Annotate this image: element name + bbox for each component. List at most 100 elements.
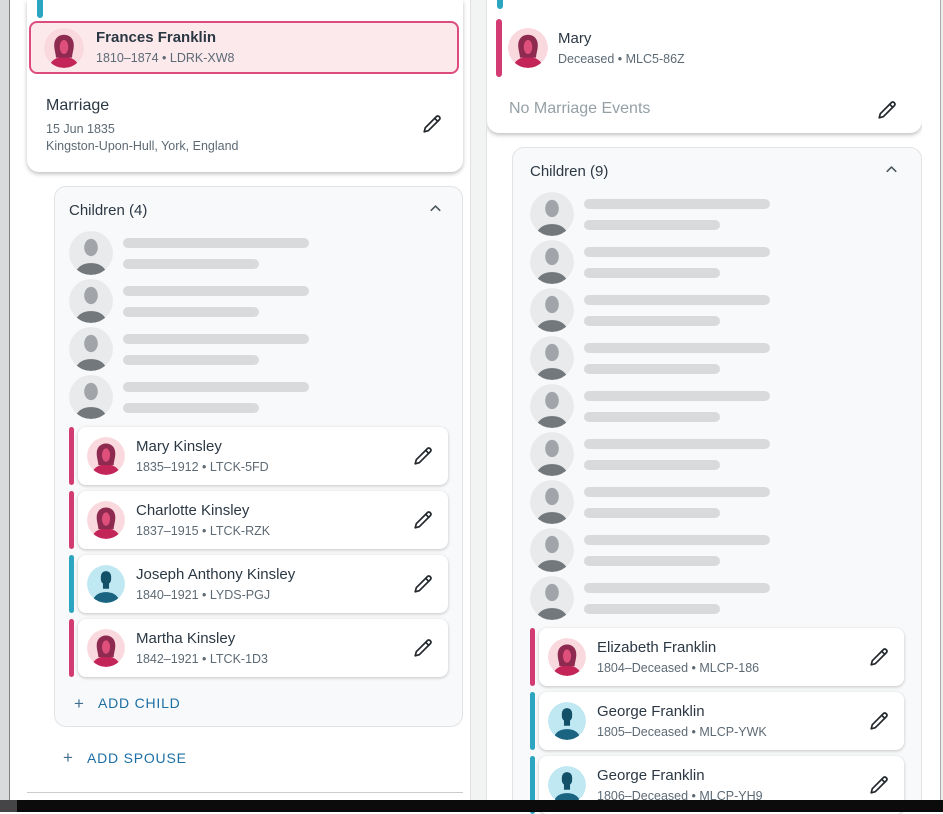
couple-panel-right: Mary Deceased • MLC5-86Z No Marriage Eve… xyxy=(487,0,923,814)
edit-person-button[interactable] xyxy=(408,633,438,663)
loading-bar xyxy=(123,333,309,344)
loading-bar xyxy=(584,294,770,305)
person-text: Mary Kinsley 1835–1912 • LTCK-5FD xyxy=(136,437,269,476)
loading-placeholder xyxy=(584,246,770,278)
loading-bar xyxy=(584,534,770,545)
unknown-avatar-icon xyxy=(69,231,113,275)
loading-bar xyxy=(123,381,309,392)
person-name: George Franklin xyxy=(597,702,705,720)
person-text: George Franklin 1806–Deceased • MLCP-YH9 xyxy=(597,766,763,805)
children-section: Children (4) xyxy=(54,186,463,727)
edit-person-button[interactable] xyxy=(408,505,438,535)
unknown-avatar-icon xyxy=(530,528,574,572)
person-text: Elizabeth Franklin 1804–Deceased • MLCP-… xyxy=(597,638,759,677)
person-card[interactable]: Mary Kinsley 1835–1912 • LTCK-5FD xyxy=(78,427,448,485)
loading-placeholder xyxy=(123,237,309,269)
male-avatar-icon xyxy=(548,702,586,740)
female-avatar-icon xyxy=(87,629,125,667)
edit-person-button[interactable] xyxy=(408,569,438,599)
selected-person-card[interactable]: Mary Deceased • MLC5-86Z xyxy=(496,19,685,77)
loading-bar xyxy=(584,390,770,401)
chevron-up-icon xyxy=(427,200,444,220)
loading-bar xyxy=(584,411,720,422)
marriage-event: Marriage 15 Jun 1835 Kingston-Upon-Hull,… xyxy=(46,96,238,155)
right-scrollbar-track[interactable] xyxy=(922,0,943,800)
no-marriage-events-label: No Marriage Events xyxy=(509,100,651,117)
loading-bar xyxy=(123,237,309,248)
person-details: 1804–Deceased • MLCP-186 xyxy=(597,660,760,675)
loading-placeholder xyxy=(584,486,770,518)
loading-bar xyxy=(584,438,770,449)
person-name: Joseph Anthony Kinsley xyxy=(136,565,296,583)
female-indicator-bar xyxy=(69,619,74,677)
add-spouse-label: ADD SPOUSE xyxy=(86,749,187,766)
female-avatar-icon xyxy=(508,28,548,68)
edit-person-button[interactable] xyxy=(864,770,894,800)
person-text: George Franklin 1805–Deceased • MLCP-YWK xyxy=(597,702,767,741)
female-indicator-bar xyxy=(69,491,74,549)
left-scrollbar[interactable] xyxy=(0,0,10,800)
children-header: Children (4) xyxy=(69,199,448,221)
person-details: 1805–Deceased • MLCP-YWK xyxy=(597,724,767,739)
add-spouse-button[interactable]: + ADD SPOUSE xyxy=(63,749,187,766)
female-avatar-icon xyxy=(548,638,586,676)
person-text: Joseph Anthony Kinsley 1840–1921 • LYDS-… xyxy=(136,565,295,604)
window-edge-line xyxy=(940,0,941,800)
loading-bar xyxy=(584,555,720,566)
spouse-summary-card: Mary Deceased • MLC5-86Z No Marriage Eve… xyxy=(487,0,922,133)
female-avatar-icon xyxy=(44,27,84,68)
loading-person-row xyxy=(69,373,448,421)
person-card[interactable]: Charlotte Kinsley 1837–1915 • LTCK-RZK xyxy=(78,491,448,549)
loading-placeholder xyxy=(123,333,309,365)
marriage-date: 15 Jun 1835 xyxy=(46,122,115,136)
loading-placeholder xyxy=(584,582,770,614)
loading-placeholder xyxy=(123,285,309,317)
add-child-button[interactable]: + ADD CHILD xyxy=(69,683,448,723)
selected-person-card[interactable]: Frances Franklin 1810–1874 • LDRK-XW8 xyxy=(29,21,459,74)
loading-placeholder xyxy=(584,438,770,470)
unknown-avatar-icon xyxy=(69,375,113,419)
loading-bar xyxy=(123,354,259,365)
edit-marriage-button[interactable] xyxy=(872,96,902,126)
person-text: Charlotte Kinsley 1837–1915 • LTCK-RZK xyxy=(136,501,270,540)
collapse-children-button[interactable] xyxy=(422,199,448,221)
unknown-avatar-icon xyxy=(530,336,574,380)
add-child-label: ADD CHILD xyxy=(97,695,181,711)
unknown-avatar-icon xyxy=(530,384,574,428)
person-text: Frances Franklin 1810–1874 • LDRK-XW8 xyxy=(96,28,234,67)
female-indicator-bar xyxy=(530,628,535,686)
loading-person-row xyxy=(530,238,904,286)
loading-bar xyxy=(584,363,720,374)
unknown-avatar-icon xyxy=(530,432,574,476)
edit-person-button[interactable] xyxy=(864,642,894,672)
window-edge xyxy=(941,0,943,800)
loading-person-row xyxy=(530,574,904,622)
loading-person-row xyxy=(530,430,904,478)
spouse-summary-card: Frances Franklin 1810–1874 • LDRK-XW8 Ma… xyxy=(27,0,463,172)
collapse-children-button[interactable] xyxy=(878,160,904,182)
person-name: Mary Kinsley xyxy=(136,437,222,455)
unknown-avatar-icon xyxy=(69,327,113,371)
person-card[interactable]: George Franklin 1805–Deceased • MLCP-YWK xyxy=(539,692,904,750)
loading-bar xyxy=(123,285,309,296)
person-card[interactable]: Martha Kinsley 1842–1921 • LTCK-1D3 xyxy=(78,619,448,677)
person-card[interactable]: Elizabeth Franklin 1804–Deceased • MLCP-… xyxy=(539,628,904,686)
unknown-avatar-icon xyxy=(530,240,574,284)
male-indicator-bar xyxy=(530,756,535,814)
edit-person-button[interactable] xyxy=(408,441,438,471)
loading-person-row xyxy=(530,382,904,430)
unknown-avatar-icon xyxy=(530,288,574,332)
edit-marriage-button[interactable] xyxy=(417,110,447,140)
loading-bar xyxy=(584,315,720,326)
loading-placeholder xyxy=(584,294,770,326)
plus-icon: + xyxy=(74,693,84,713)
unknown-avatar-icon xyxy=(69,279,113,323)
male-indicator-bar xyxy=(37,0,43,18)
person-card[interactable]: Joseph Anthony Kinsley 1840–1921 • LYDS-… xyxy=(78,555,448,613)
edit-person-button[interactable] xyxy=(864,706,894,736)
couple-panel-left: Frances Franklin 1810–1874 • LDRK-XW8 Ma… xyxy=(10,0,470,812)
loading-person-row xyxy=(530,334,904,382)
pencil-icon xyxy=(420,112,444,139)
loading-person-row xyxy=(530,286,904,334)
loading-person-row xyxy=(69,277,448,325)
